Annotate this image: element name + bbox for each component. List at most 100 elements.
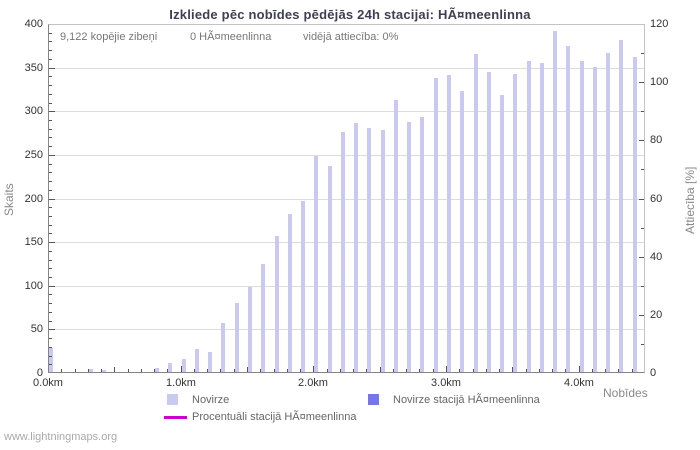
x-axis-tick [552, 369, 553, 372]
gridline [49, 286, 644, 287]
bar [301, 201, 306, 372]
x-axis-tick [499, 369, 500, 372]
x-axis-title: Nobīdes [603, 386, 648, 400]
x-axis-tick [419, 369, 420, 372]
bar [526, 61, 531, 372]
bar [367, 128, 372, 372]
y-axis-tick [49, 41, 52, 42]
y-tick-label: 50 [30, 323, 43, 335]
x-axis-tick [247, 367, 248, 372]
stat-total-strikes: 9,122 kopējie zibeņi [60, 31, 158, 43]
y-axis-tick [49, 155, 55, 156]
y-axis-tick [49, 216, 52, 217]
x-tick-label: 1.0km [166, 377, 196, 389]
x-axis-tick [234, 369, 235, 372]
bar [181, 359, 186, 372]
y-axis-title-right: Attiecība [%] [683, 166, 697, 234]
x-axis-tick [565, 369, 566, 372]
bar [592, 67, 597, 372]
y-axis-tick [49, 329, 55, 330]
y-axis-tick [49, 338, 52, 339]
plot-area [48, 24, 645, 373]
bar [234, 303, 239, 372]
bar [194, 349, 199, 372]
y-tick-label: 150 [24, 236, 43, 248]
gridline [49, 155, 644, 156]
x-axis-tick [433, 369, 434, 372]
y-axis-tick [49, 356, 52, 357]
x-axis-tick [632, 369, 633, 372]
y-axis-tick [49, 321, 52, 322]
y-axis-tick [49, 303, 52, 304]
bar [433, 78, 438, 372]
y-axis-tick [49, 50, 52, 51]
x-axis-tick [207, 369, 208, 372]
y-axis-tick [49, 111, 55, 112]
y-axis-tick [49, 33, 52, 34]
bar [49, 348, 53, 372]
bar [393, 100, 398, 372]
y2-axis-tick [641, 53, 644, 54]
bar [221, 323, 226, 372]
y-axis-tick [49, 190, 52, 191]
bar [619, 40, 624, 372]
bar [460, 91, 465, 372]
bar [274, 236, 279, 372]
y-axis-tick [49, 268, 52, 269]
y-axis-tick [49, 207, 52, 208]
y-tick-label: 100 [24, 280, 43, 292]
x-axis-tick [406, 369, 407, 372]
y2-axis-tick [641, 169, 644, 170]
y2-axis-tick [641, 228, 644, 229]
y2-tick-label: 0 [650, 367, 657, 379]
y-axis-tick [49, 172, 52, 173]
x-axis-tick [473, 369, 474, 372]
y-axis-tick [49, 137, 52, 138]
x-axis-tick [313, 366, 314, 372]
y2-axis-tick [639, 257, 644, 258]
gridline [49, 329, 644, 330]
y-axis-tick [49, 103, 52, 104]
y2-axis-tick [639, 140, 644, 141]
y-axis-tick [49, 294, 52, 295]
y-axis-tick [49, 146, 52, 147]
x-axis-tick [154, 369, 155, 372]
legend-label-novirze: Novirze [192, 394, 230, 406]
x-axis-tick [141, 369, 142, 372]
x-axis-tick [61, 369, 62, 372]
gridline [49, 242, 644, 243]
x-axis-tick [274, 369, 275, 372]
y-tick-label: 0 [36, 367, 43, 379]
y2-tick-label: 40 [650, 251, 663, 263]
y-axis-tick [49, 225, 52, 226]
bar [314, 156, 319, 372]
y2-axis-tick [641, 111, 644, 112]
y-axis-tick [49, 94, 52, 95]
y2-tick-label: 80 [650, 134, 663, 146]
legend-label-novirze-stacija: Novirze stacijā HÃ¤meenlinna [393, 394, 540, 406]
legend-label-procentuali: Procentuāli stacijā HÃ¤meenlinna [192, 411, 357, 423]
bar [168, 363, 173, 372]
x-axis-tick [101, 369, 102, 372]
bar [102, 370, 107, 372]
y-axis-tick [49, 181, 52, 182]
y2-axis-tick [639, 82, 644, 83]
x-axis-tick [181, 366, 182, 372]
bar [155, 368, 160, 372]
y-axis-tick [49, 233, 52, 234]
x-axis-tick [539, 369, 540, 372]
y-axis-tick [49, 312, 52, 313]
x-axis-tick [327, 369, 328, 372]
bar [486, 72, 491, 372]
y-axis-tick [49, 85, 52, 86]
y2-axis-tick [639, 315, 644, 316]
x-axis-tick [605, 369, 606, 372]
legend-swatch-novirze-stacija [368, 394, 379, 405]
bar [420, 117, 425, 372]
y-axis-tick [49, 347, 52, 348]
x-axis-tick [300, 369, 301, 372]
y-axis-tick [49, 251, 52, 252]
legend-swatch-novirze [167, 394, 178, 405]
y-tick-label: 250 [24, 149, 43, 161]
y-tick-label: 300 [24, 105, 43, 117]
